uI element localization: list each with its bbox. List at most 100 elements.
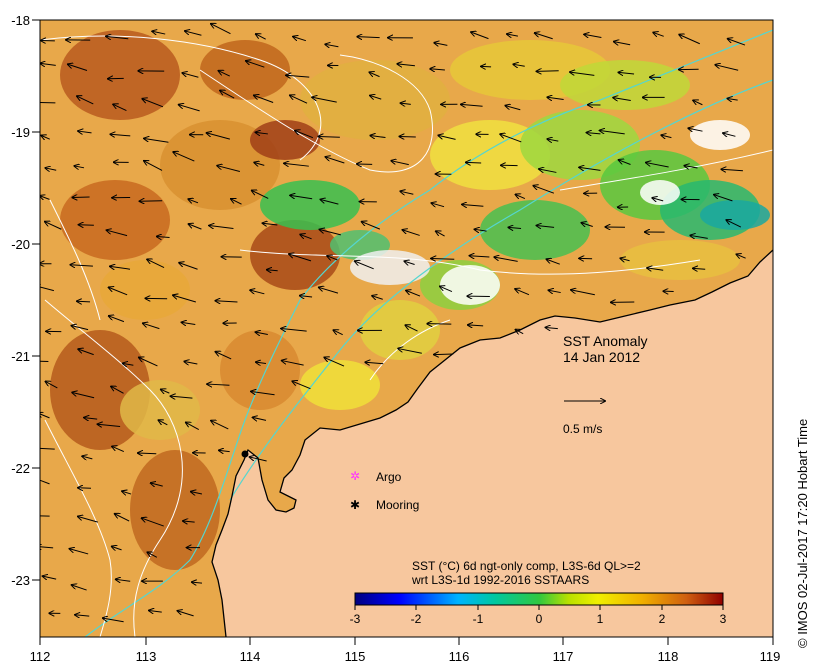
current-vector	[111, 386, 124, 394]
current-vector	[434, 43, 448, 46]
current-vector	[216, 301, 238, 302]
y-tick-label: -19	[11, 125, 30, 140]
current-vector	[357, 37, 380, 38]
current-vector	[139, 358, 158, 367]
current-vector	[143, 323, 160, 330]
current-vector	[72, 197, 90, 198]
current-vector	[256, 332, 268, 334]
current-vector	[267, 270, 278, 271]
current-vector	[293, 37, 307, 42]
current-vector	[123, 363, 134, 365]
current-vector	[142, 518, 164, 527]
x-tick-label: 114	[240, 649, 261, 664]
current-vector	[113, 104, 127, 111]
current-vector	[77, 96, 94, 105]
current-vector	[431, 258, 455, 259]
current-vector	[319, 136, 340, 137]
current-vector	[693, 100, 703, 104]
current-vector	[78, 516, 98, 523]
current-vector	[40, 196, 50, 200]
current-vector	[112, 446, 125, 452]
current-vector	[40, 360, 49, 363]
current-vector	[256, 362, 267, 363]
x-tick-label: 118	[658, 649, 679, 664]
current-vector	[281, 329, 307, 332]
x-tick-label: 115	[345, 649, 366, 664]
sst-patch	[60, 180, 170, 260]
current-vector	[404, 261, 415, 264]
sst-patch	[700, 200, 770, 230]
current-vector	[319, 287, 339, 294]
colorbar-tick-label: -2	[411, 612, 422, 626]
sst-patch	[480, 200, 590, 260]
current-vector	[312, 97, 337, 103]
mooring-symbol: ✱	[350, 498, 360, 512]
current-vector	[406, 291, 421, 297]
current-vector	[397, 64, 415, 66]
current-vector	[250, 290, 265, 295]
bathymetry-contour-outer	[229, 79, 773, 501]
current-vector	[70, 549, 89, 555]
plot-frame	[39, 19, 774, 638]
current-vector	[184, 361, 198, 364]
current-vector	[106, 36, 129, 38]
current-vector	[391, 161, 409, 166]
current-vector	[78, 349, 94, 356]
current-vector	[144, 138, 169, 143]
sst-patch	[60, 30, 180, 120]
current-vector	[516, 195, 526, 199]
argo-symbol: ✲	[350, 469, 360, 483]
current-vector	[110, 134, 131, 136]
current-vector	[549, 290, 561, 292]
map-date: 14 Jan 2012	[563, 349, 640, 365]
sst-patch	[690, 120, 750, 150]
current-vector	[321, 200, 339, 205]
current-vector	[147, 259, 165, 268]
current-vector	[40, 413, 50, 419]
current-vector	[159, 420, 168, 426]
colorbar-caption-line2: wrt L3S-1d 1992-2016 SSTAARS	[411, 573, 589, 587]
current-vector	[77, 301, 91, 302]
current-vector	[507, 34, 518, 36]
current-vector	[362, 222, 381, 230]
current-vector	[103, 618, 124, 623]
current-vector	[116, 579, 131, 581]
current-vector	[254, 163, 265, 166]
current-vector	[462, 204, 484, 206]
current-vector	[186, 423, 200, 430]
current-vector	[109, 287, 128, 296]
current-vector	[587, 133, 601, 134]
sst-patch	[100, 260, 190, 320]
current-vector	[584, 34, 602, 37]
current-vector	[46, 382, 58, 389]
current-vector	[43, 576, 57, 579]
current-vector	[263, 223, 278, 225]
current-vector	[144, 161, 163, 171]
current-vector	[475, 229, 487, 231]
current-vector	[292, 381, 311, 390]
current-vector	[216, 352, 232, 360]
sst-patch	[200, 40, 290, 100]
colorbar-tick-label: 2	[659, 612, 666, 626]
current-vector	[468, 325, 484, 326]
current-vector	[122, 491, 132, 494]
current-vector	[431, 203, 445, 207]
sst-patch	[300, 60, 450, 140]
mooring-label: Mooring	[376, 498, 419, 512]
colorbar-tick-label: -3	[350, 612, 361, 626]
current-vector	[653, 33, 664, 37]
current-vector	[209, 226, 234, 229]
y-tick-label: -20	[11, 237, 30, 252]
current-vector	[688, 128, 703, 131]
current-vector	[289, 254, 312, 262]
current-vector	[370, 136, 386, 138]
current-vector	[436, 231, 445, 237]
current-vector	[219, 71, 230, 77]
current-vector	[600, 130, 625, 135]
colorbar-tick-label: 0	[536, 612, 543, 626]
current-vector	[581, 223, 593, 227]
current-vector	[112, 546, 122, 549]
current-vector	[40, 447, 55, 450]
current-vector	[613, 98, 631, 101]
current-vector	[290, 95, 308, 104]
